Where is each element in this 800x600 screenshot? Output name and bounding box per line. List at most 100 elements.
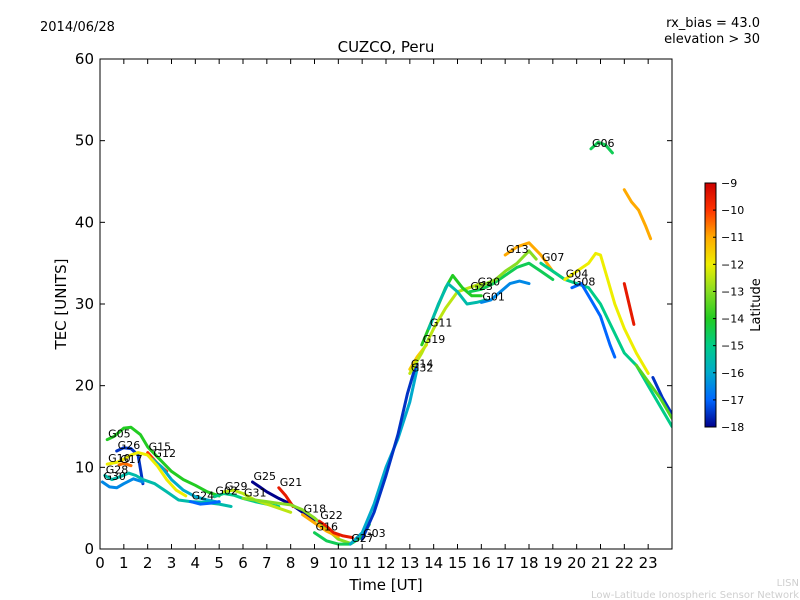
series-label: G17 <box>120 453 143 466</box>
x-tick-label: 11 <box>353 554 372 572</box>
colorbar-tick-label: −17 <box>721 394 744 407</box>
chart-title: CUZCO, Peru <box>338 38 435 56</box>
rx-bias-label: rx_bias = 43.0 <box>666 16 760 31</box>
series-line-G25 <box>251 480 316 522</box>
x-tick-label: 10 <box>329 554 348 572</box>
series-label: G15 <box>149 441 172 454</box>
series-line-G11 <box>427 282 488 330</box>
elevation-label: elevation > 30 <box>664 32 760 47</box>
x-tick-label: 4 <box>191 554 201 572</box>
x-tick-label: 14 <box>424 554 443 572</box>
series-label: G14 <box>411 357 434 370</box>
series-line-G03 <box>360 359 419 541</box>
colorbar-tick-label: −9 <box>721 177 737 190</box>
series-line-track-33 <box>651 376 672 416</box>
series-label: G07 <box>542 251 565 264</box>
series-line-G17 <box>117 461 133 468</box>
x-tick-label: 6 <box>238 554 248 572</box>
series-label: G30 <box>103 470 126 483</box>
colorbar-tick-label: −14 <box>721 313 744 326</box>
x-tick-label: 18 <box>519 554 538 572</box>
series-line-track-32 <box>622 282 636 326</box>
series-label: G10 <box>108 452 131 465</box>
series-line-G21 <box>277 486 295 508</box>
x-tick-label: 0 <box>95 554 105 572</box>
colorbar-tick-label: −18 <box>721 421 744 434</box>
colorbar-gradient <box>704 182 717 428</box>
colorbar-tick-label: −13 <box>721 285 744 298</box>
colorbar-tick-label: −16 <box>721 367 744 380</box>
series-label: G08 <box>573 276 596 289</box>
colorbar: −9 −10 −11 −12 −13 −14 −15 −16 −17 −18 <box>704 177 744 434</box>
series-label: G23 <box>470 280 493 293</box>
series-label: G28 <box>106 464 129 477</box>
axes: 0 1 2 3 4 5 6 7 8 9 10 11 12 13 14 15 16 17 18 19 20 21 22 2301… <box>75 50 672 572</box>
series-label: G13 <box>506 243 529 256</box>
footer-lisn: LISN <box>777 578 799 589</box>
series-label: G22 <box>320 509 343 522</box>
series-line-G06 <box>589 140 614 155</box>
series-line-G22 <box>317 519 355 540</box>
series-line-G23 <box>467 261 555 294</box>
x-tick-label: 13 <box>400 554 419 572</box>
series-label: G31 <box>244 486 267 499</box>
series-label: G01 <box>482 290 505 303</box>
series-line-G30 <box>100 477 145 490</box>
series-label: G02 <box>215 485 238 498</box>
series-label: G03 <box>363 527 386 540</box>
x-tick-label: 3 <box>167 554 177 572</box>
y-tick-label: 40 <box>75 213 94 231</box>
series-line-G27 <box>348 367 419 546</box>
series-label: G18 <box>304 503 327 516</box>
series-line-G04 <box>563 251 650 375</box>
x-tick-label: 7 <box>262 554 272 572</box>
x-tick-label: 23 <box>639 554 658 572</box>
y-tick-label: 0 <box>84 540 94 558</box>
x-axis-label: Time [UT] <box>348 576 422 594</box>
series-label: G20 <box>478 276 501 289</box>
x-tick-label: 20 <box>567 554 586 572</box>
series-line-G20 <box>475 249 538 290</box>
x-tick-label: 21 <box>591 554 610 572</box>
y-axis-label: TEC [UNITS] <box>52 259 70 351</box>
x-tick-label: 15 <box>448 554 467 572</box>
x-tick-label: 9 <box>310 554 320 572</box>
x-tick-label: 16 <box>472 554 491 572</box>
series-label: G06 <box>592 137 615 150</box>
series-line-G07 <box>539 261 672 428</box>
series-label: G32 <box>411 361 434 374</box>
colorbar-tick-label: −10 <box>721 204 744 217</box>
series-line-G24 <box>189 500 221 506</box>
y-tick-label: 30 <box>75 295 94 313</box>
y-tick-label: 20 <box>75 377 94 395</box>
series-label: G29 <box>225 480 248 493</box>
series-label: G05 <box>108 428 131 441</box>
x-tick-label: 8 <box>286 554 296 572</box>
colorbar-tick-label: −12 <box>721 258 744 271</box>
series-label: G11 <box>430 317 453 330</box>
series-label: G04 <box>566 268 589 281</box>
colorbar-label: Latitude <box>749 278 764 332</box>
series-label: G21 <box>280 476 303 489</box>
series-group <box>100 140 672 546</box>
series-label: G27 <box>351 532 374 545</box>
series-line-G08 <box>570 282 617 359</box>
y-tick-label: 10 <box>75 458 94 476</box>
series-label: G26 <box>118 439 141 452</box>
x-tick-label: 17 <box>496 554 515 572</box>
series-line-track-34 <box>634 363 672 420</box>
y-tick-label: 60 <box>75 50 94 68</box>
series-line-G32 <box>408 282 483 375</box>
series-line-G26 <box>115 446 145 486</box>
x-tick-label: 22 <box>615 554 634 572</box>
series-line-G10 <box>105 451 188 498</box>
y-tick-label: 50 <box>75 132 94 150</box>
colorbar-tick-label: −11 <box>721 231 744 244</box>
x-tick-label: 2 <box>143 554 153 572</box>
series-line-G12 <box>150 457 221 504</box>
colorbar-tick-label: −15 <box>721 340 744 353</box>
series-label: G12 <box>153 447 176 460</box>
series-line-G18 <box>301 513 340 539</box>
series-label: G16 <box>316 521 339 534</box>
